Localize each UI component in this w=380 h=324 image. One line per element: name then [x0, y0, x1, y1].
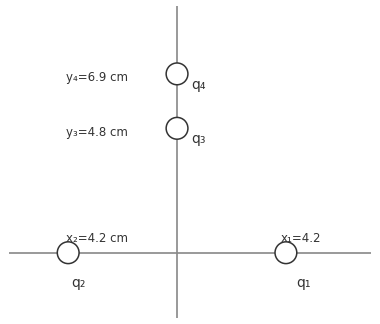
- Text: q₂: q₂: [71, 276, 85, 290]
- Text: q₃: q₃: [191, 132, 206, 146]
- Circle shape: [166, 63, 188, 85]
- Circle shape: [275, 242, 297, 264]
- Text: x₂=4.2 cm: x₂=4.2 cm: [66, 232, 128, 245]
- Text: y₄=6.9 cm: y₄=6.9 cm: [66, 71, 128, 84]
- Text: y₃=4.8 cm: y₃=4.8 cm: [66, 126, 127, 139]
- Text: q₄: q₄: [191, 78, 206, 92]
- Text: x₁=4.2: x₁=4.2: [281, 232, 321, 245]
- Text: q₁: q₁: [296, 276, 311, 290]
- Circle shape: [166, 117, 188, 139]
- Circle shape: [57, 242, 79, 264]
